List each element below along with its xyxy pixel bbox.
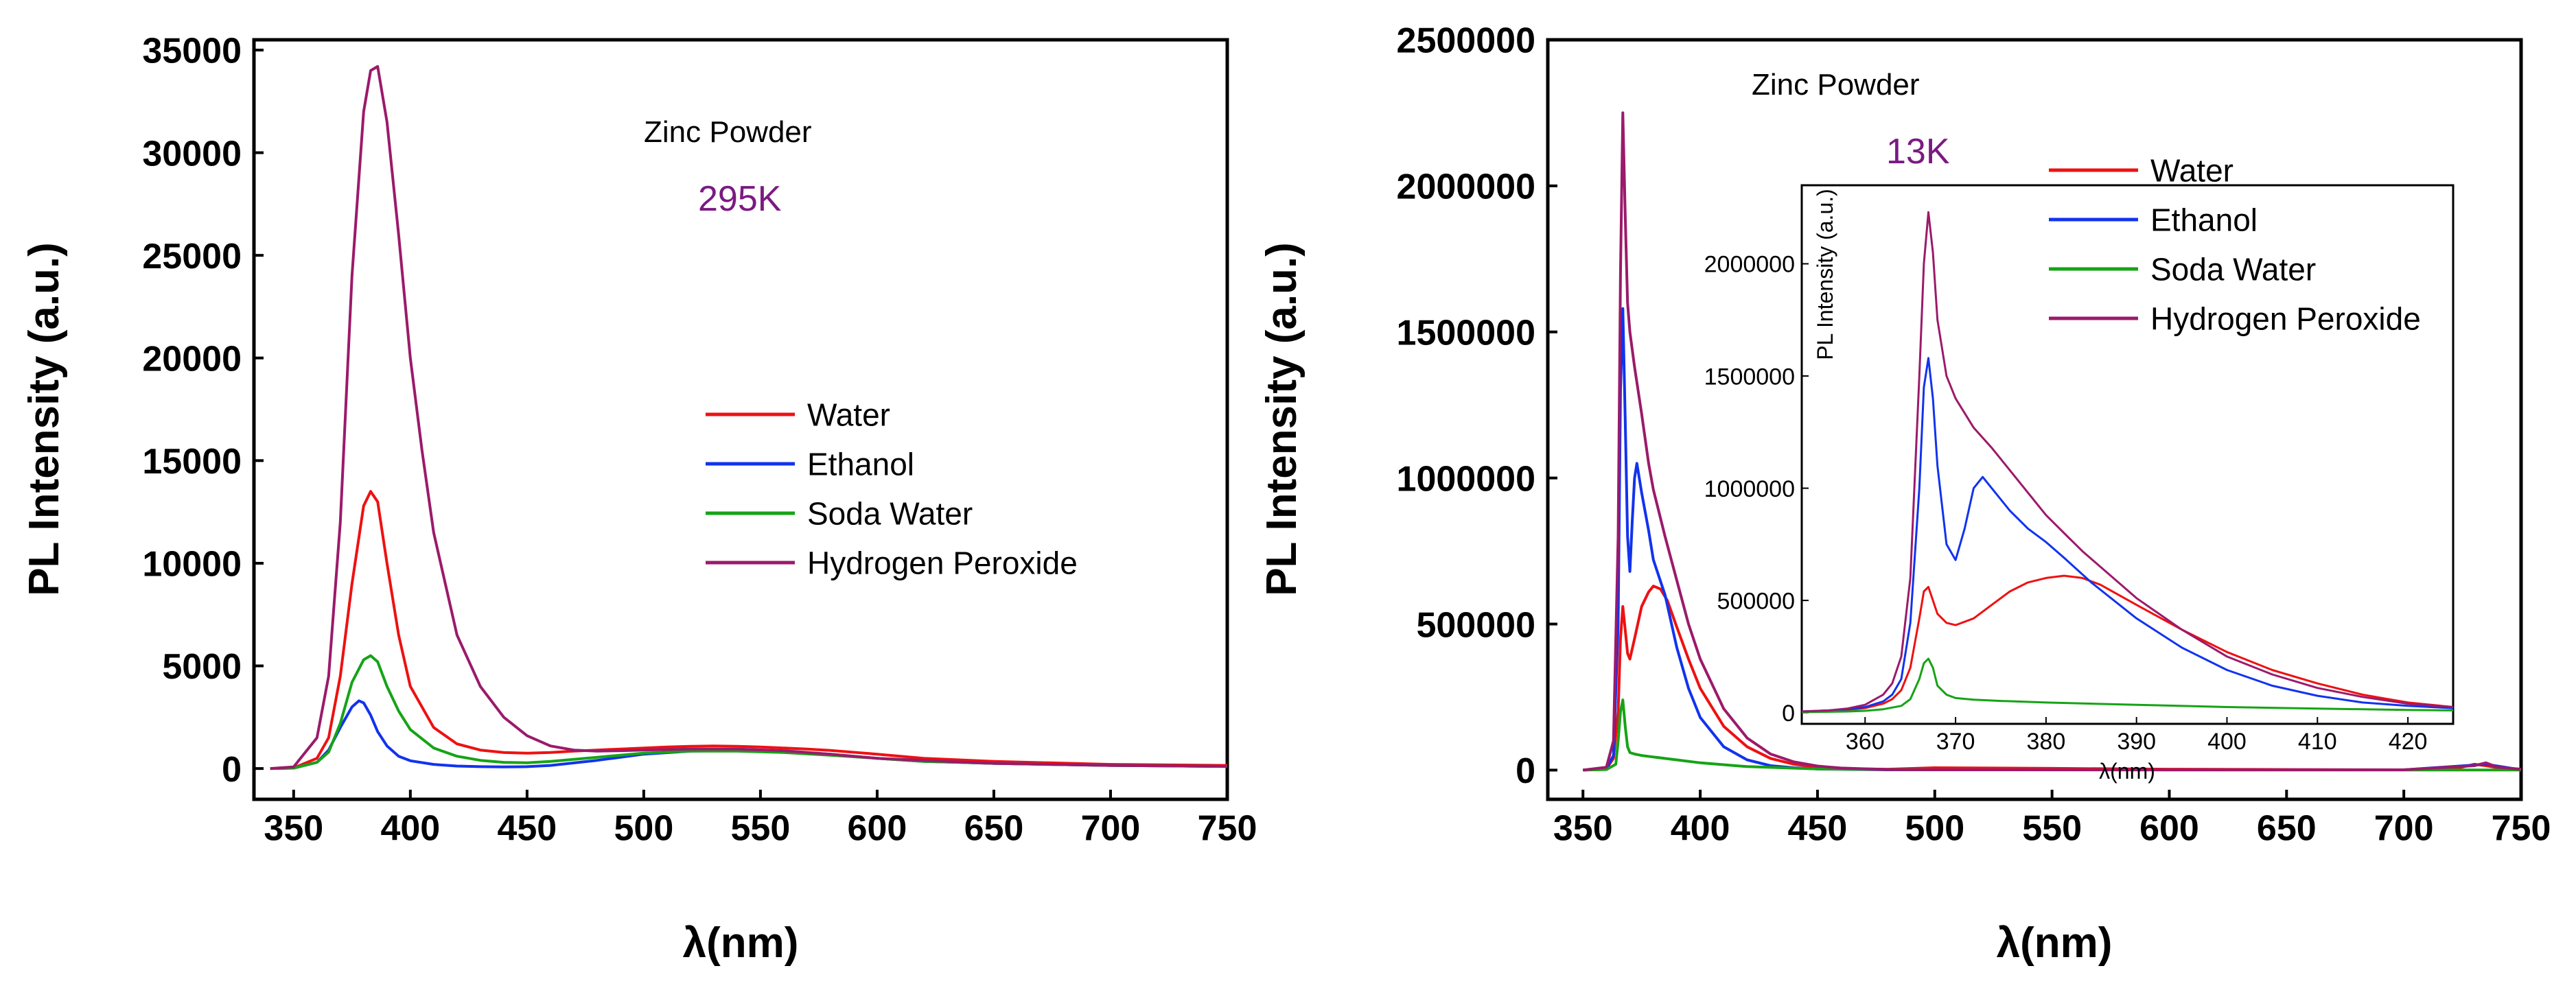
right-legend: Water Ethanol Soda Water Hydrogen Peroxide: [2049, 153, 2421, 337]
right-x-tick-label: 400: [1671, 809, 1730, 849]
left-x-tick-label: 450: [497, 809, 557, 849]
left-series-lines: [270, 64, 1228, 771]
left-x-ticks: 350 400 450 500 550 600 650 700 750: [264, 790, 1257, 849]
inset-x-tick-label: 420: [2389, 729, 2428, 755]
legend-label-water: Water: [807, 397, 890, 433]
right-y-tick-label: 0: [1516, 751, 1535, 791]
left-chart: 0 5000 10000 15000 20000 25000 30000 35000 350 4…: [21, 32, 1257, 967]
inset-x-tick-label: 380: [2027, 729, 2066, 755]
left-x-tick-label: 400: [380, 809, 440, 849]
left-series-water: [270, 490, 1228, 771]
inset-series-soda-water: [1801, 657, 2454, 714]
inset-y-tick-label: 1500000: [1704, 364, 1795, 390]
left-x-tick-label: 650: [964, 809, 1024, 849]
left-legend: Water Ethanol Soda Water Hydrogen Peroxide: [706, 397, 1078, 581]
right-y-tick-label: 2500000: [1397, 21, 1535, 61]
legend-label-soda-water: Soda Water: [2150, 252, 2316, 287]
inset-series-hydrogen-peroxide: [1801, 211, 2454, 713]
left-y-tick-label: 15000: [142, 442, 242, 482]
inset-series-lines: [1801, 211, 2454, 714]
right-series-lines: [1583, 111, 2522, 772]
right-annotation-temperature: 13K: [1886, 132, 1950, 172]
right-annotation-title: Zinc Powder: [1752, 68, 1920, 102]
right-x-tick-label: 450: [1788, 809, 1848, 849]
left-x-axis-label: λ(nm): [683, 919, 799, 967]
right-x-tick-label: 750: [2492, 809, 2551, 849]
right-x-tick-label: 700: [2374, 809, 2434, 849]
right-y-tick-label: 1000000: [1397, 459, 1535, 499]
left-series-ethanol: [270, 699, 1228, 771]
left-x-tick-label: 600: [848, 809, 907, 849]
right-y-tick-label: 500000: [1416, 605, 1535, 645]
legend-label-soda-water: Soda Water: [807, 496, 973, 532]
inset-y-axis-label: PL Intensity (a.u.): [1813, 189, 1837, 360]
legend-label-water: Water: [2150, 153, 2233, 189]
right-y-ticks: 0 500000 1000000 1500000 2000000 2500000: [1397, 21, 1557, 791]
inset-x-tick-label: 410: [2298, 729, 2337, 755]
right-plot-frame: [1546, 38, 2523, 801]
left-x-tick-label: 550: [731, 809, 791, 849]
right-x-axis-label: λ(nm): [1997, 919, 2113, 967]
inset-x-tick-label: 390: [2117, 729, 2156, 755]
right-chart: 0 500000 1000000 1500000 2000000 2500000 350 4…: [1258, 21, 2551, 967]
left-x-tick-label: 750: [1198, 809, 1257, 849]
inset-x-tick-label: 370: [1936, 729, 1975, 755]
left-y-tick-label: 20000: [142, 339, 242, 379]
right-y-tick-label: 1500000: [1397, 313, 1535, 353]
left-x-tick-label: 500: [614, 809, 673, 849]
right-x-tick-label: 350: [1553, 809, 1613, 849]
inset-series-water: [1801, 574, 2454, 713]
inset-x-tick-label: 360: [1846, 729, 1885, 755]
legend-label-ethanol: Ethanol: [807, 447, 914, 482]
left-y-tick-label: 35000: [142, 32, 242, 71]
left-y-tick-label: 10000: [142, 545, 242, 585]
left-y-tick-label: 5000: [162, 647, 242, 687]
right-series-hydrogen-peroxide: [1583, 111, 2522, 772]
left-series-soda-water: [270, 654, 1228, 771]
legend-label-ethanol: Ethanol: [2150, 202, 2258, 238]
inset-y-tick-label: 1000000: [1704, 476, 1795, 502]
right-x-tick-label: 500: [1905, 809, 1964, 849]
left-y-tick-label: 0: [222, 750, 242, 790]
left-x-tick-label: 350: [264, 809, 323, 849]
left-annotation-temperature: 295K: [698, 179, 782, 219]
left-y-axis-label: PL Intensity (a.u.): [21, 242, 68, 596]
inset-y-tick-label: 500000: [1717, 588, 1795, 614]
inset-y-ticks: 0 500000 1000000 1500000 2000000: [1704, 252, 1809, 727]
left-plot-frame: [252, 38, 1229, 801]
inset-plot-frame: [1800, 184, 2455, 725]
right-x-tick-label: 650: [2257, 809, 2317, 849]
left-annotation-title: Zinc Powder: [644, 115, 812, 149]
left-y-ticks: 0 5000 10000 15000 20000 25000 30000 35000: [142, 32, 264, 790]
left-y-tick-label: 30000: [142, 134, 242, 174]
legend-label-hydrogen-peroxide: Hydrogen Peroxide: [2150, 301, 2421, 337]
left-series-hydrogen-peroxide: [270, 64, 1228, 771]
inset-x-axis-label: λ(nm): [2099, 759, 2155, 784]
right-x-ticks: 350 400 450 500 550 600 650 700 750: [1553, 790, 2551, 849]
inset-y-tick-label: 2000000: [1704, 252, 1795, 278]
inset-x-ticks: 360 370 380 390 400 410 420: [1846, 717, 2428, 755]
left-x-tick-label: 700: [1081, 809, 1141, 849]
inset-series-ethanol: [1801, 357, 2454, 713]
legend-label-hydrogen-peroxide: Hydrogen Peroxide: [807, 545, 1078, 581]
inset-y-tick-label: 0: [1782, 701, 1795, 727]
left-y-tick-label: 25000: [142, 237, 242, 277]
inset-chart: 0 500000 1000000 1500000 2000000 360 370 380 39…: [1704, 184, 2455, 784]
right-x-tick-label: 600: [2139, 809, 2199, 849]
right-y-axis-label: PL Intensity (a.u.): [1258, 242, 1306, 596]
right-y-tick-label: 2000000: [1397, 167, 1535, 207]
inset-x-tick-label: 400: [2207, 729, 2247, 755]
right-x-tick-label: 550: [2022, 809, 2082, 849]
